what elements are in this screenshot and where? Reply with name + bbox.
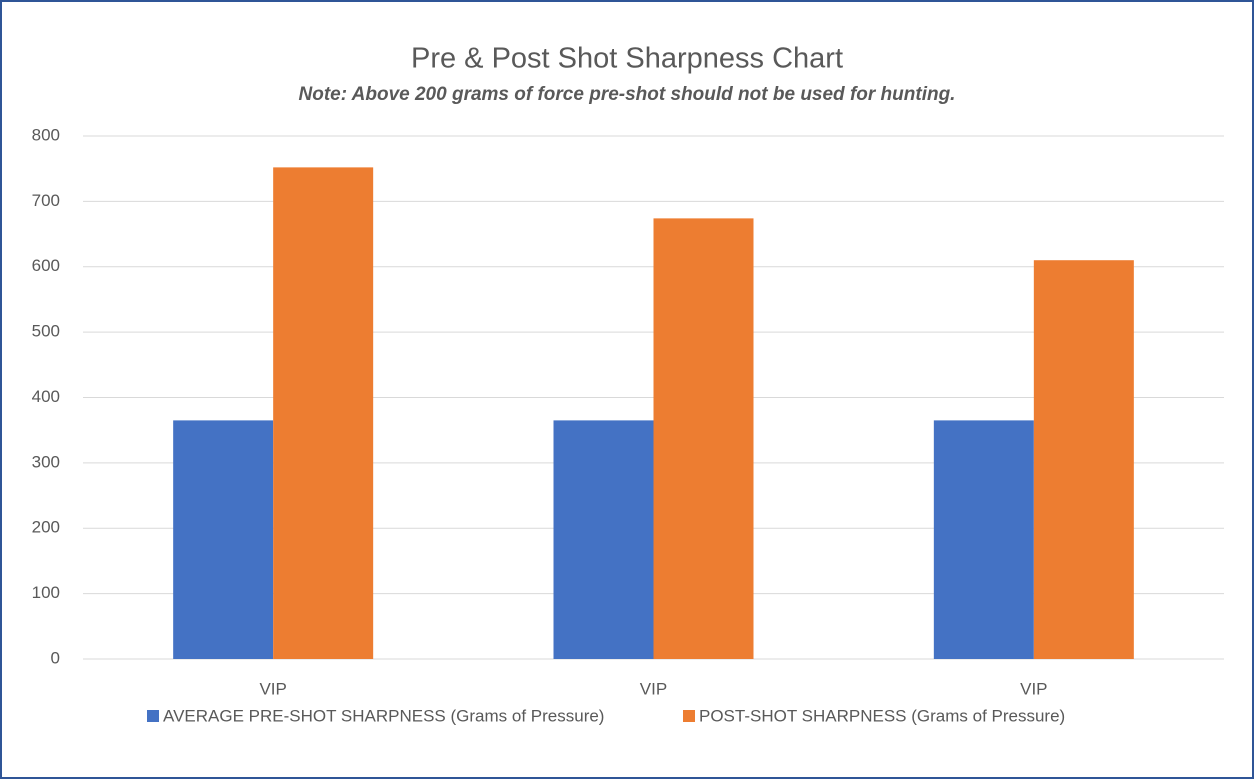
y-tick-label: 200 (32, 518, 60, 537)
chart-title: Pre & Post Shot Sharpness Chart (411, 43, 843, 75)
y-tick-label: 500 (32, 322, 60, 341)
y-tick-label: 800 (32, 125, 60, 144)
y-tick-label: 400 (32, 387, 60, 406)
bar (173, 420, 274, 659)
x-tick-label: VIP (1020, 679, 1047, 698)
bar (933, 420, 1034, 659)
legend-swatch (147, 710, 159, 722)
bar (1033, 260, 1134, 659)
y-tick-label: 0 (51, 648, 60, 667)
bar (553, 420, 654, 659)
y-tick-label: 600 (32, 256, 60, 275)
legend-label: AVERAGE PRE-SHOT SHARPNESS (Grams of Pre… (163, 706, 604, 725)
bar (653, 218, 754, 659)
legend-swatch (683, 710, 695, 722)
x-tick-label: VIP (259, 679, 286, 698)
bar (273, 167, 374, 659)
x-tick-label: VIP (640, 679, 667, 698)
y-tick-label: 700 (32, 191, 60, 210)
legend-label: POST-SHOT SHARPNESS (Grams of Pressure) (699, 706, 1065, 725)
y-tick-label: 300 (32, 452, 60, 471)
y-tick-label: 100 (32, 583, 60, 602)
chart-subtitle: Note: Above 200 grams of force pre-shot … (299, 84, 956, 105)
